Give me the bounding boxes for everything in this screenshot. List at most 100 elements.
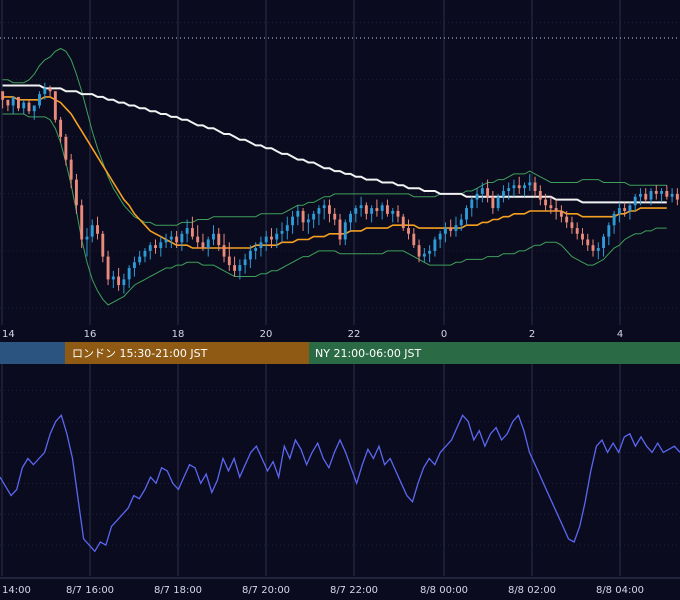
price-tick-label: 0 xyxy=(441,329,447,340)
oscillator-tick-label: 8/7 18:00 xyxy=(154,585,202,596)
candle-body xyxy=(243,259,247,266)
candle-body xyxy=(275,233,279,240)
candle xyxy=(570,216,574,234)
oscillator-chart[interactable]: 14:00 8/7 16:00 8/7 18:00 8/7 20:00 8/7 22:0… xyxy=(0,364,680,600)
candle xyxy=(512,179,516,197)
candle-body xyxy=(612,213,616,226)
candle-body xyxy=(617,208,621,214)
candle xyxy=(596,242,600,260)
candle xyxy=(169,230,173,249)
candle xyxy=(644,188,648,203)
candle xyxy=(143,248,147,263)
candle xyxy=(164,233,168,249)
candle-body xyxy=(544,199,548,206)
candle xyxy=(233,256,237,277)
candle xyxy=(96,216,99,240)
candle xyxy=(675,188,679,206)
candle-body xyxy=(64,136,68,160)
candle xyxy=(385,199,389,217)
candle-body xyxy=(127,267,131,280)
price-tick-label: 18 xyxy=(172,329,185,340)
candle xyxy=(380,202,384,220)
candle-body xyxy=(217,233,221,246)
price-chart[interactable]: 14 16 18 20 22 0 2 4 xyxy=(0,0,680,340)
candle-body xyxy=(85,236,89,240)
candle-body xyxy=(407,228,410,234)
candle-body xyxy=(486,188,490,197)
candle xyxy=(422,248,426,263)
oscillator-grid xyxy=(0,364,680,579)
candle-body xyxy=(554,208,558,211)
candle xyxy=(275,228,279,249)
candle-body xyxy=(370,208,374,214)
candle xyxy=(433,236,437,257)
candle-body xyxy=(248,250,252,260)
candle xyxy=(407,219,410,240)
candle-body xyxy=(412,233,416,246)
candle xyxy=(538,185,542,206)
candle xyxy=(64,133,68,166)
candle xyxy=(449,219,453,237)
candle xyxy=(602,233,606,257)
candle xyxy=(69,153,73,189)
candle-body xyxy=(132,262,136,268)
candle-body xyxy=(6,99,10,106)
candle-body xyxy=(533,182,537,192)
candle-body xyxy=(491,196,495,209)
candle-body xyxy=(312,213,316,220)
candle xyxy=(175,230,179,249)
candle xyxy=(254,242,258,260)
candle xyxy=(317,205,321,226)
candle-body xyxy=(270,236,273,240)
candle xyxy=(301,208,305,231)
price-tick-label: 4 xyxy=(617,329,623,340)
candle-body xyxy=(285,225,289,231)
candle-body xyxy=(507,188,511,192)
oscillator-tick-label: 8/8 02:00 xyxy=(508,585,556,596)
candle-body xyxy=(665,191,669,197)
candle-body xyxy=(517,185,521,189)
candle xyxy=(575,222,579,240)
candle-body xyxy=(196,236,200,243)
candle-body xyxy=(233,265,237,271)
candle-body xyxy=(401,216,405,229)
candle xyxy=(53,91,57,123)
candle xyxy=(501,185,505,203)
candle-body xyxy=(364,205,368,214)
candle xyxy=(612,210,616,234)
candle-body xyxy=(90,225,94,237)
candle-body xyxy=(32,105,36,112)
candle xyxy=(43,82,47,100)
candle-body xyxy=(343,222,347,240)
price-tick-label: 16 xyxy=(84,329,97,340)
candle-body xyxy=(559,210,563,217)
candle-body xyxy=(212,233,215,240)
candle xyxy=(581,228,584,246)
candle-body xyxy=(623,208,627,211)
candle xyxy=(417,239,421,263)
candle xyxy=(549,196,553,214)
candle xyxy=(670,188,674,203)
candle-body xyxy=(670,193,674,197)
candle xyxy=(306,213,310,234)
candle xyxy=(338,213,342,246)
candle xyxy=(623,202,627,217)
candle-body xyxy=(280,230,284,234)
candle-body xyxy=(164,239,168,243)
candle-body xyxy=(201,242,205,249)
candle-body xyxy=(206,239,210,249)
candle-body xyxy=(154,245,157,249)
candle-body xyxy=(306,219,310,223)
candle xyxy=(185,219,189,243)
candle xyxy=(264,230,268,251)
candle-body xyxy=(53,91,57,120)
candle-body xyxy=(349,213,352,223)
price-tick-label: 20 xyxy=(260,329,273,340)
candle xyxy=(248,245,252,268)
candle-body xyxy=(359,205,363,209)
candle xyxy=(391,208,395,223)
session-ny-label: NY 21:00-06:00 JST xyxy=(315,347,422,360)
candle xyxy=(222,233,226,263)
candle-body xyxy=(433,239,437,251)
candle xyxy=(217,228,221,251)
